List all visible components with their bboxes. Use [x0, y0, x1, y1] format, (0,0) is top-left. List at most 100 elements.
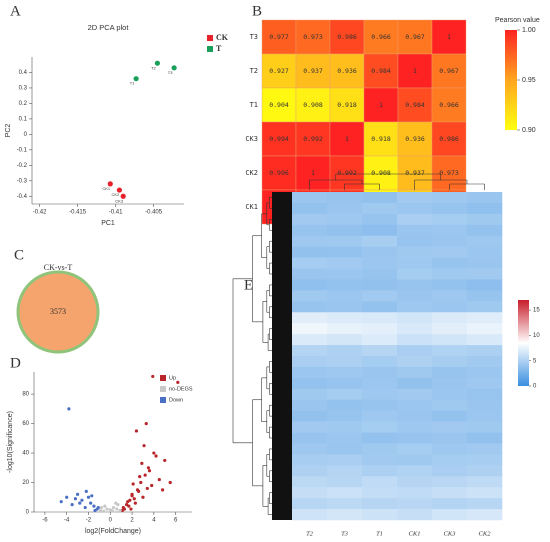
cell-label: 1	[345, 135, 349, 143]
cell	[467, 257, 503, 269]
cell	[467, 476, 503, 488]
cell	[467, 224, 503, 237]
point	[114, 501, 118, 505]
point	[73, 497, 78, 501]
cell	[292, 432, 328, 444]
cell	[329, 53, 365, 89]
cell	[261, 121, 297, 157]
cell	[397, 366, 433, 379]
y-tick-label: 0.3	[19, 86, 28, 92]
cell	[467, 410, 503, 422]
cell	[327, 465, 363, 477]
point	[157, 477, 161, 482]
y-tick-label: 0.2	[19, 101, 28, 107]
cell	[432, 377, 468, 390]
point	[147, 469, 152, 473]
cell	[397, 301, 433, 313]
cell	[292, 476, 328, 488]
x-tick-label: -4	[64, 518, 70, 524]
cell	[327, 454, 363, 466]
cell	[397, 432, 433, 444]
cell	[397, 224, 433, 237]
cell	[397, 410, 433, 422]
cell	[467, 192, 503, 204]
cell	[432, 235, 468, 247]
cell	[292, 509, 328, 521]
y-tick-label: 0.4	[19, 70, 28, 76]
row-label: CK2	[245, 169, 258, 177]
x-axis-label: PC1	[101, 220, 115, 227]
cell	[362, 410, 398, 422]
cell	[292, 246, 328, 258]
cell	[467, 377, 503, 390]
cell	[295, 87, 331, 123]
y-tick-label: -0.3	[17, 178, 28, 184]
panel-letter: E	[244, 277, 253, 293]
cell	[362, 235, 398, 247]
y-tick-label: 40	[22, 451, 29, 457]
cell	[467, 301, 503, 313]
legend-label: T	[216, 44, 222, 53]
cell	[362, 454, 398, 466]
venn-count: 3573	[50, 307, 66, 316]
cell	[327, 476, 363, 488]
cell	[397, 465, 433, 477]
cell	[432, 498, 468, 510]
cell	[327, 257, 363, 269]
cell-label: 0.918	[337, 101, 357, 109]
cell	[467, 399, 503, 411]
cell	[292, 454, 328, 466]
cell	[432, 399, 468, 411]
cell	[362, 246, 398, 258]
cell	[432, 410, 468, 422]
cell	[432, 312, 468, 324]
cell	[329, 121, 365, 157]
cell	[327, 432, 363, 444]
cell	[467, 312, 503, 324]
panel-letter: C	[14, 247, 24, 263]
cell	[432, 476, 468, 488]
cell	[432, 487, 468, 499]
point	[129, 507, 133, 511]
cell	[432, 388, 468, 401]
cell	[362, 399, 398, 411]
cell	[363, 19, 399, 55]
cell	[397, 53, 433, 89]
cell	[292, 356, 328, 368]
cell	[292, 487, 328, 499]
cell-label: 0.908	[303, 101, 323, 109]
row-label: T3	[250, 33, 258, 41]
point	[59, 500, 63, 504]
y-tick-label: 80	[22, 392, 29, 398]
point	[102, 509, 106, 513]
legend-label: CK	[216, 33, 229, 42]
point	[151, 374, 155, 379]
cell-label: 1	[311, 169, 315, 177]
cell	[432, 246, 468, 258]
column-label: T3	[341, 530, 349, 537]
cell	[397, 498, 433, 510]
colorbar	[505, 30, 517, 130]
point-label: T3	[168, 70, 173, 75]
cell	[362, 268, 398, 280]
point	[96, 505, 100, 510]
cell	[261, 53, 297, 89]
cell	[362, 509, 398, 521]
point	[150, 483, 154, 488]
cell	[327, 509, 363, 521]
cell	[292, 345, 328, 357]
point	[176, 380, 180, 384]
cell	[397, 487, 433, 499]
colorbar-tick-label: 0	[533, 384, 537, 390]
cell	[292, 192, 328, 204]
y-axis-label: PC2	[5, 124, 12, 138]
cell	[327, 421, 363, 433]
cell	[397, 121, 433, 157]
cell	[362, 224, 398, 237]
cell	[432, 366, 468, 379]
cell	[327, 279, 363, 291]
cell	[397, 202, 433, 215]
cell	[362, 323, 398, 335]
cell	[362, 388, 398, 401]
cell	[467, 509, 503, 521]
